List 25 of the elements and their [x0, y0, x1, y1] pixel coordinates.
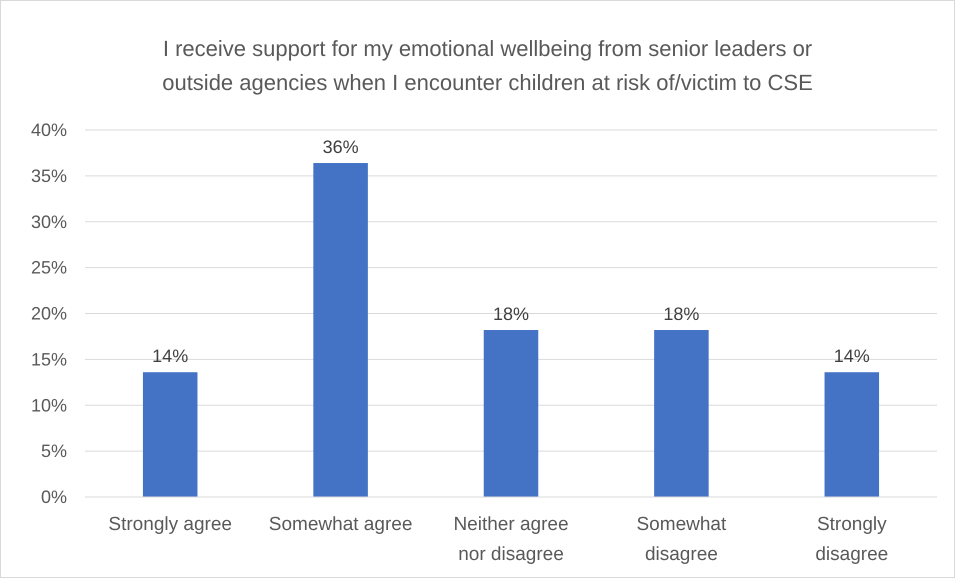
x-tick-label: Somewhat disagree: [636, 514, 727, 565]
bar: [313, 163, 368, 497]
y-tick-label: 5%: [40, 441, 67, 462]
y-tick-label: 0%: [40, 487, 67, 507]
x-tick-label: Somewhat agree: [268, 514, 412, 535]
y-tick-label: 20%: [30, 304, 67, 324]
bar: [484, 330, 538, 497]
bar: [142, 372, 198, 497]
x-tick-label: Strongly agree: [108, 514, 232, 535]
y-tick-label: 25%: [30, 258, 67, 278]
data-label: 36%: [322, 137, 359, 158]
bar: [824, 372, 880, 497]
data-label: 14%: [834, 346, 870, 366]
x-tick-label: Strongly disagree: [815, 514, 888, 565]
x-tick-label: Neither agree nor disagree: [453, 514, 569, 565]
bar: [654, 330, 709, 497]
y-tick-label: 15%: [30, 349, 67, 370]
chart-title: I receive support for my emotional wellbeing from senior leaders or outside agencies when I encounter children at risk of/victim to CSE: [162, 36, 813, 95]
y-tick-label: 35%: [30, 166, 67, 186]
y-tick-label: 30%: [30, 212, 67, 232]
y-tick-label: 40%: [30, 120, 67, 140]
y-tick-label: 10%: [30, 395, 67, 416]
data-label: 14%: [152, 346, 188, 366]
data-label: 18%: [663, 304, 700, 324]
data-label: 18%: [492, 304, 530, 324]
